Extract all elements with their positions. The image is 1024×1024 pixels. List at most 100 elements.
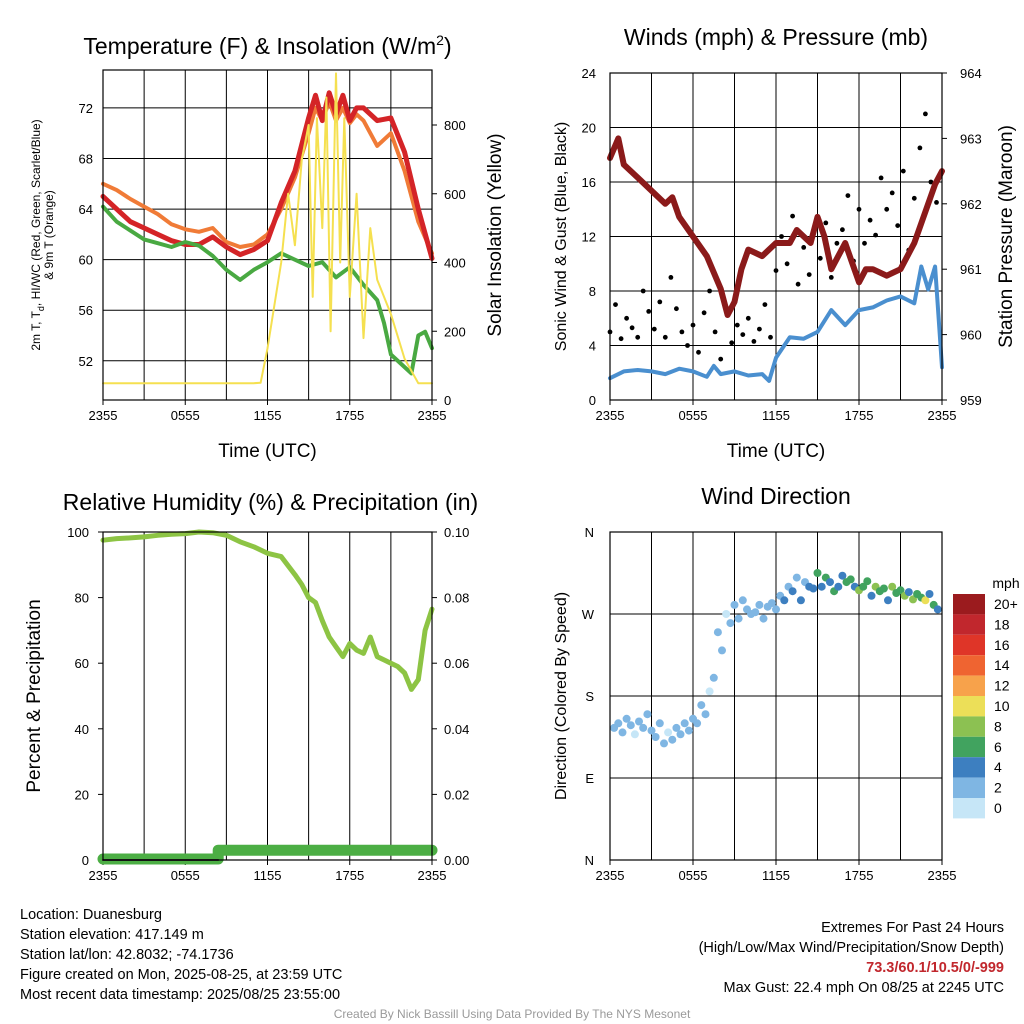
legend-swatch — [953, 716, 985, 737]
y-label-part: , HI/WC (Red, Green, Scarlet/Blue) — [29, 119, 43, 306]
direction-point — [767, 599, 776, 608]
legend-label: 0 — [994, 800, 1002, 816]
gust-point — [690, 322, 696, 328]
chart-title: Wind Direction — [701, 483, 851, 509]
y2-tick-label: 964 — [960, 66, 982, 81]
gust-point — [923, 111, 928, 117]
y2-tick-label: 0.00 — [444, 853, 469, 868]
y2-tick-label: 0.10 — [444, 525, 469, 540]
x-axis-label: Time (UTC) — [727, 441, 826, 462]
x-tick-label: 2355 — [928, 868, 957, 883]
gust-point — [834, 240, 840, 246]
gust-point — [779, 234, 784, 239]
direction-point — [614, 719, 623, 728]
latlon-text: Station lat/lon: 42.8032; -74.1736 — [20, 947, 234, 963]
y2-tick-label: 0.08 — [444, 591, 469, 606]
gust-point — [801, 245, 807, 250]
credit-text: Created By Nick Bassill Using Data Provi… — [333, 1007, 691, 1021]
y-tick-label: 8 — [589, 284, 596, 299]
speed-legend: mph 20+ 18 16 14 12 10 8 6 4 2 0 — [953, 575, 1020, 819]
legend-label: 8 — [994, 718, 1002, 734]
direction-point — [647, 726, 656, 735]
x-tick-label: 2355 — [596, 868, 625, 883]
gust-point — [817, 255, 823, 261]
plot-border — [609, 72, 943, 401]
legend-label: 14 — [994, 657, 1010, 673]
direction-point — [809, 584, 818, 593]
chart-title-close: ) — [444, 33, 452, 59]
gust-point — [806, 272, 812, 277]
direction-point — [693, 719, 702, 728]
x-tick-label: 1155 — [762, 868, 790, 883]
plot-border — [102, 69, 433, 401]
legend-swatch — [953, 594, 985, 615]
gust-point — [685, 343, 690, 348]
created-text: Figure created on Mon, 2025-08-25, at 23… — [20, 967, 343, 983]
gust-point — [784, 261, 790, 267]
series-insolation-yellow — [102, 72, 433, 385]
gust-point — [651, 326, 657, 332]
direction-point — [933, 605, 942, 614]
gust-point — [662, 334, 668, 340]
y-tick-label: 100 — [67, 525, 89, 540]
y-tick-label: 56 — [79, 303, 93, 318]
direction-point — [846, 575, 855, 584]
direction-point — [792, 573, 801, 582]
direction-point — [639, 723, 648, 732]
gust-point — [679, 329, 685, 335]
gust-point — [740, 332, 746, 337]
y-tick-label: 60 — [79, 253, 93, 268]
y2-tick-label: 960 — [960, 328, 982, 343]
y-tick-label: 52 — [79, 354, 93, 369]
legend-swatch — [953, 777, 985, 798]
gust-point — [707, 288, 712, 294]
x-tick-label: 0555 — [171, 868, 200, 883]
direction-point — [676, 730, 685, 739]
gust-point — [895, 223, 901, 229]
series-dewpoint-green — [101, 204, 434, 376]
legend-swatch — [953, 798, 985, 819]
gust-point — [712, 329, 718, 335]
direction-point — [788, 587, 797, 596]
gust-point — [768, 334, 773, 340]
y-tick-label: 60 — [75, 656, 89, 671]
x-axis-label: Time (UTC) — [218, 441, 317, 462]
y2-tick-label: 400 — [444, 256, 466, 271]
recent-data-text: Most recent data timestamp: 2025/08/25 2… — [20, 987, 341, 1003]
direction-point — [718, 646, 726, 655]
gust-point — [867, 217, 873, 223]
x-tick-label: 2355 — [928, 408, 957, 423]
location-text: Location: Duanesburg — [20, 907, 162, 923]
legend-label: 20+ — [994, 596, 1018, 612]
y-tick-label: 24 — [582, 66, 596, 81]
gust-point — [900, 168, 906, 174]
direction-point — [622, 714, 631, 723]
y2-tick-label: 963 — [960, 131, 982, 146]
legend-label: 16 — [994, 637, 1010, 653]
max-gust-text: Max Gust: 22.4 mph On 08/25 at 2245 UTC — [723, 980, 1004, 996]
direction-point — [660, 739, 668, 748]
gust-point — [928, 179, 934, 185]
legend-swatch — [953, 757, 985, 778]
y-tick-label: E — [585, 771, 594, 786]
y-axis-label: Percent & Precipitation — [24, 599, 45, 792]
y-axis-label: Direction (Colored By Speed) — [553, 592, 570, 800]
legend-label: 4 — [994, 759, 1002, 775]
x-tick-label: 1155 — [254, 868, 282, 883]
chart-title-sup: 2 — [436, 32, 444, 48]
station-info: Location: Duanesburg Station elevation: … — [20, 905, 342, 1005]
gust-point — [701, 310, 707, 316]
y-tick-label: 4 — [589, 339, 596, 354]
gust-point — [762, 302, 768, 307]
direction-point — [896, 586, 905, 595]
direction-point — [655, 719, 664, 728]
x-tick-label: 2355 — [418, 868, 447, 883]
legend-label: 2 — [994, 780, 1002, 796]
x-tick-label: 1755 — [335, 408, 364, 423]
direction-point — [726, 619, 735, 628]
direction-point — [684, 726, 693, 735]
direction-point — [813, 569, 822, 577]
gust-point — [635, 334, 641, 340]
y-tick-label: N — [585, 525, 594, 540]
direction-point — [759, 614, 768, 623]
